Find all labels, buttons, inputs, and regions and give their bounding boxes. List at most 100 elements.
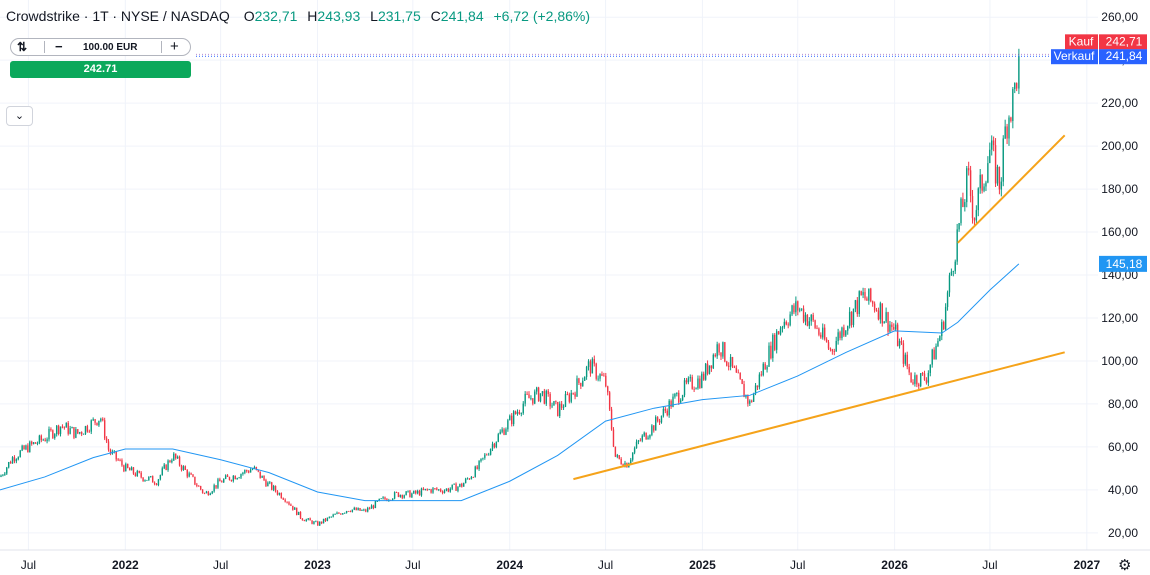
candle-body [63, 426, 66, 428]
ma-value-box [1099, 255, 1147, 272]
candle-body [69, 428, 71, 434]
gear-icon[interactable]: ⚙ [1118, 557, 1132, 574]
candle-body [418, 490, 421, 496]
candle-body [574, 393, 576, 397]
candle-body [25, 445, 27, 450]
x-tick-label: Jul [982, 558, 997, 572]
open-key: O [243, 8, 255, 24]
candle-body [799, 309, 801, 311]
candle-body [213, 485, 215, 492]
candle-body [353, 507, 355, 510]
candle-body [7, 462, 10, 468]
candle-body [991, 140, 993, 150]
candle-body [134, 473, 137, 477]
candle-body [194, 476, 196, 485]
candle-body [762, 363, 764, 376]
candle-body [683, 380, 686, 396]
candle-body [167, 460, 169, 470]
candle-body [334, 514, 336, 515]
candle-body [434, 488, 436, 490]
candle-body [660, 415, 663, 423]
trendlines[interactable] [573, 134, 1066, 481]
candle-body [272, 485, 275, 490]
candle-body [221, 481, 223, 483]
quantity-value[interactable]: 100.00 EUR [83, 42, 138, 53]
verkauf-price-box [1099, 49, 1147, 65]
candle-body [998, 166, 1001, 190]
chevron-down-icon[interactable]: ⌄ [6, 106, 33, 126]
candle-body [420, 488, 423, 496]
increase-quantity-button[interactable]: + [170, 38, 179, 55]
candle-body [964, 202, 966, 207]
candle-body [100, 418, 102, 421]
candle-body [246, 470, 248, 472]
x-tick-label: 2022 [112, 558, 139, 572]
candle-body [84, 426, 87, 434]
chart-grid [0, 0, 1098, 550]
candle-body [123, 465, 125, 472]
candle-body [783, 321, 786, 328]
candle-body [766, 366, 768, 370]
candle-body [958, 223, 960, 230]
candle-body [532, 398, 534, 404]
candle-body [977, 188, 979, 211]
candle-body [196, 484, 198, 486]
candle-body [363, 509, 365, 511]
candle-body [98, 420, 100, 426]
candle-body [877, 310, 880, 320]
candle-body [641, 435, 643, 441]
candle-body [979, 174, 981, 189]
candle-body [948, 275, 951, 293]
candle-body [102, 418, 104, 421]
candle-body [247, 471, 250, 473]
swap-icon[interactable]: ⇅ [17, 40, 28, 54]
y-axis[interactable]: 20,0040,0060,0080,00100,00120,00140,0016… [1098, 0, 1150, 575]
candle-body [424, 488, 427, 491]
candle-body [929, 364, 931, 373]
candle-body [743, 383, 745, 398]
candle-body [21, 445, 23, 451]
candle-body [756, 385, 759, 388]
candle-body [65, 422, 67, 428]
candle-body [359, 508, 361, 511]
candle-body [401, 494, 403, 498]
candle-body [616, 455, 619, 457]
candle-body [881, 303, 883, 324]
candle-body [547, 390, 549, 394]
symbol-title[interactable]: Crowdstrike · 1T · NYSE / NASDAQ [6, 8, 230, 24]
candle-body [754, 385, 757, 394]
x-axis[interactable]: Jul 2022 Jul 2023 Jul 2024 Jul 2025 Jul 2026 Jul 20… [0, 549, 1150, 575]
candle-body [343, 512, 346, 514]
candle-body [50, 428, 52, 431]
candle-body [294, 507, 296, 510]
candle-body [818, 328, 820, 335]
candle-body [11, 457, 14, 464]
candle-body [768, 345, 770, 367]
candle-body [789, 314, 791, 326]
low-key: L [370, 8, 378, 24]
candle-body [297, 511, 300, 516]
candle-body [495, 441, 498, 448]
candle-body [486, 454, 488, 456]
candle-body [203, 492, 206, 494]
candle-body [651, 425, 653, 435]
x-tick-label: 2025 [689, 558, 716, 572]
buy-button[interactable]: 242.71 [10, 61, 191, 78]
candle-body [317, 521, 319, 526]
candle-body [729, 357, 732, 367]
candle-body [676, 392, 678, 395]
candle-body [313, 521, 315, 524]
candle-body [470, 477, 473, 480]
candle-body [820, 334, 822, 338]
candle-body [342, 513, 344, 515]
candle-body [309, 518, 311, 521]
candle-body [468, 478, 471, 480]
candle-body [165, 464, 167, 470]
candle-body [457, 486, 459, 491]
candle-body [90, 420, 92, 432]
decrease-quantity-button[interactable]: − [55, 39, 63, 54]
candle-body [230, 480, 233, 481]
candle-body [837, 332, 839, 341]
candle-body [699, 378, 701, 388]
